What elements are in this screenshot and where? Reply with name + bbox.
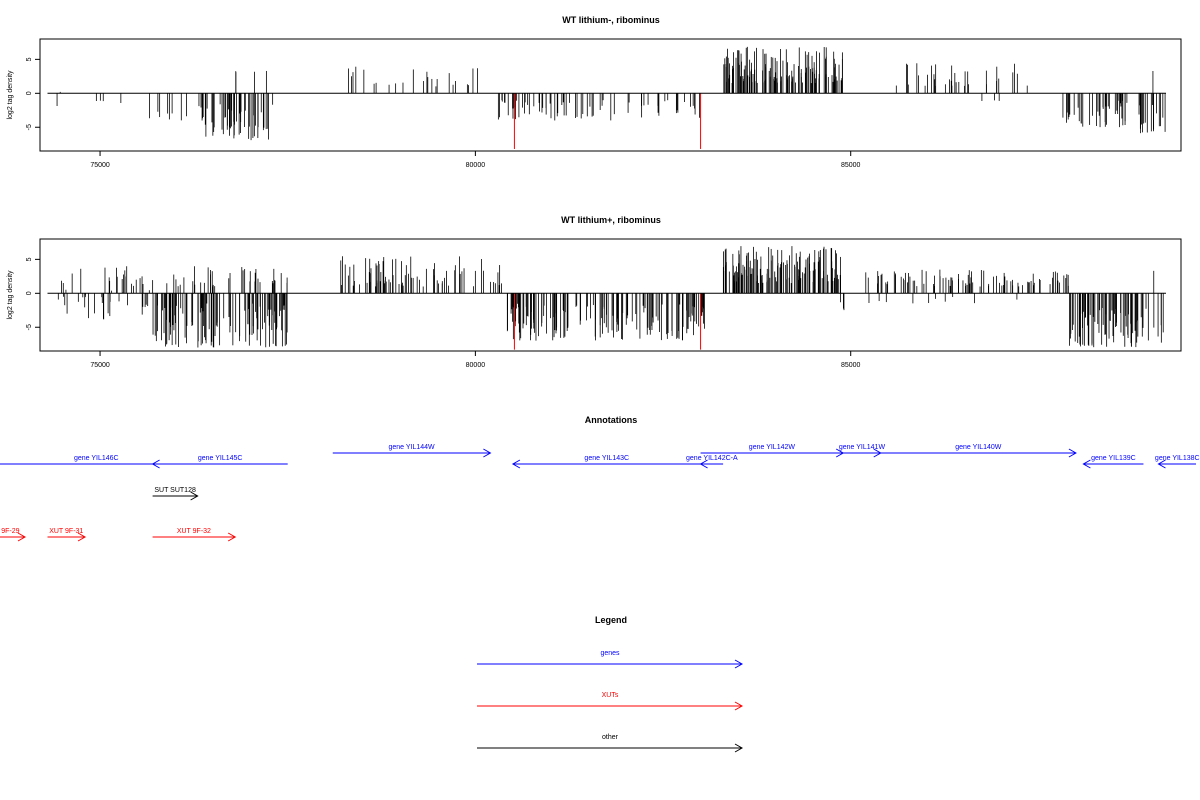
annotations-track: Annotations gene YIL146C gene YIL145Cgene… (0, 415, 1200, 542)
annotation-items: gene YIL146C gene YIL145C gene YIL144W gene… (0, 444, 1200, 542)
feature-label: gene YIL141W (839, 444, 886, 451)
arrow-head-icon (1082, 459, 1091, 469)
x-tick-label: 80000 (466, 162, 486, 169)
x-tick-label: 85000 (841, 362, 861, 369)
feature-label: gene YIL143C (584, 455, 629, 462)
feature-label: gene YIL144W (388, 444, 435, 451)
annotation-feature: gene YIL142C-A (686, 455, 738, 469)
feature-label: gene YIL142C-A (686, 455, 738, 462)
arrow-head-icon (17, 532, 26, 542)
feature-label: XUT 9F-32 (177, 528, 211, 535)
arrow-head-icon (190, 491, 199, 501)
feature-label: gene YIL138C (1155, 455, 1200, 462)
legend-items: genes XUTs other (477, 650, 744, 753)
panel-lithium-plus: WT lithium+, ribominus log2 tag density … (7, 215, 1182, 369)
panel-lithium-minus: WT lithium-, ribominus log2 tag density … (7, 15, 1182, 169)
feature-label: XUT 9F-29 (0, 528, 20, 535)
y-axis-label: log2 tag density (7, 270, 14, 320)
y-axis-label: log2 tag density (7, 70, 14, 120)
annotations-title: Annotations (585, 415, 638, 425)
annotation-feature: XUT 9F-32 (152, 528, 237, 542)
bars (57, 246, 1164, 350)
feature-label: gene YIL145C (198, 455, 243, 462)
feature-label: XUT 9F-31 (49, 528, 83, 535)
legend-label: genes (600, 650, 620, 657)
x-tick-label: 75000 (90, 362, 110, 369)
annotation-feature: XUT 9F-31 (47, 528, 87, 542)
legend-title: Legend (595, 615, 627, 625)
feature-label: gene YIL142W (749, 444, 796, 451)
axes: -5 0 5 75000 80000 85000 (26, 57, 1166, 169)
feature-label: gene YIL146C (74, 455, 119, 462)
arrow-head-icon (227, 532, 237, 542)
arrow-head-icon (77, 532, 87, 542)
arrow-head-icon (734, 743, 744, 753)
annotation-feature: gene YIL141W (839, 444, 886, 458)
legend-entry: genes (477, 650, 744, 669)
feature-label: gene YIL140W (955, 444, 1002, 451)
legend: Legend genes XUTs other (477, 615, 744, 753)
arrow-head-icon (151, 459, 160, 469)
annotation-feature: gene YIL143C (511, 455, 701, 469)
y-tick-label: 5 (26, 57, 33, 61)
annotation-feature: gene YIL146C (0, 455, 206, 465)
bars (56, 46, 1166, 149)
feature-label: SUT SUT128 (154, 487, 196, 494)
axes: -5 0 5 75000 80000 85000 (26, 257, 1166, 369)
plot-frame (39, 38, 1182, 152)
y-tick-label: 0 (26, 91, 33, 95)
plot-frame (39, 238, 1182, 352)
y-tick-label: -5 (26, 324, 33, 330)
y-tick-label: -5 (26, 124, 33, 130)
arrow-head-icon (699, 459, 708, 469)
x-tick-label: 80000 (466, 362, 486, 369)
arrow-head-icon (734, 701, 744, 711)
annotation-feature: XUT 9F-29 (0, 528, 26, 542)
annotation-feature: SUT SUT128 (152, 487, 199, 501)
arrow-head-icon (1157, 459, 1166, 469)
annotation-feature: gene YIL139C (1082, 455, 1144, 469)
x-tick-label: 85000 (841, 162, 861, 169)
annotation-feature: gene YIL140W (880, 444, 1077, 458)
legend-entry: XUTs (477, 692, 744, 711)
annotation-feature: gene YIL144W (332, 444, 492, 458)
arrow-head-icon (734, 659, 744, 669)
legend-entry: other (477, 734, 744, 753)
legend-label: other (602, 734, 619, 741)
panel-title: WT lithium+, ribominus (561, 215, 661, 225)
panel-title: WT lithium-, ribominus (562, 15, 660, 25)
feature-label: gene YIL139C (1091, 455, 1136, 462)
annotation-feature: gene YIL145C (151, 455, 288, 469)
y-tick-label: 0 (26, 291, 33, 295)
arrow-head-icon (483, 448, 492, 458)
arrow-head-icon (511, 459, 521, 469)
arrow-head-icon (1068, 448, 1077, 458)
legend-label: XUTs (602, 692, 619, 699)
x-tick-label: 75000 (90, 162, 110, 169)
y-tick-label: 5 (26, 257, 33, 261)
annotation-feature: gene YIL138C (1155, 455, 1200, 469)
